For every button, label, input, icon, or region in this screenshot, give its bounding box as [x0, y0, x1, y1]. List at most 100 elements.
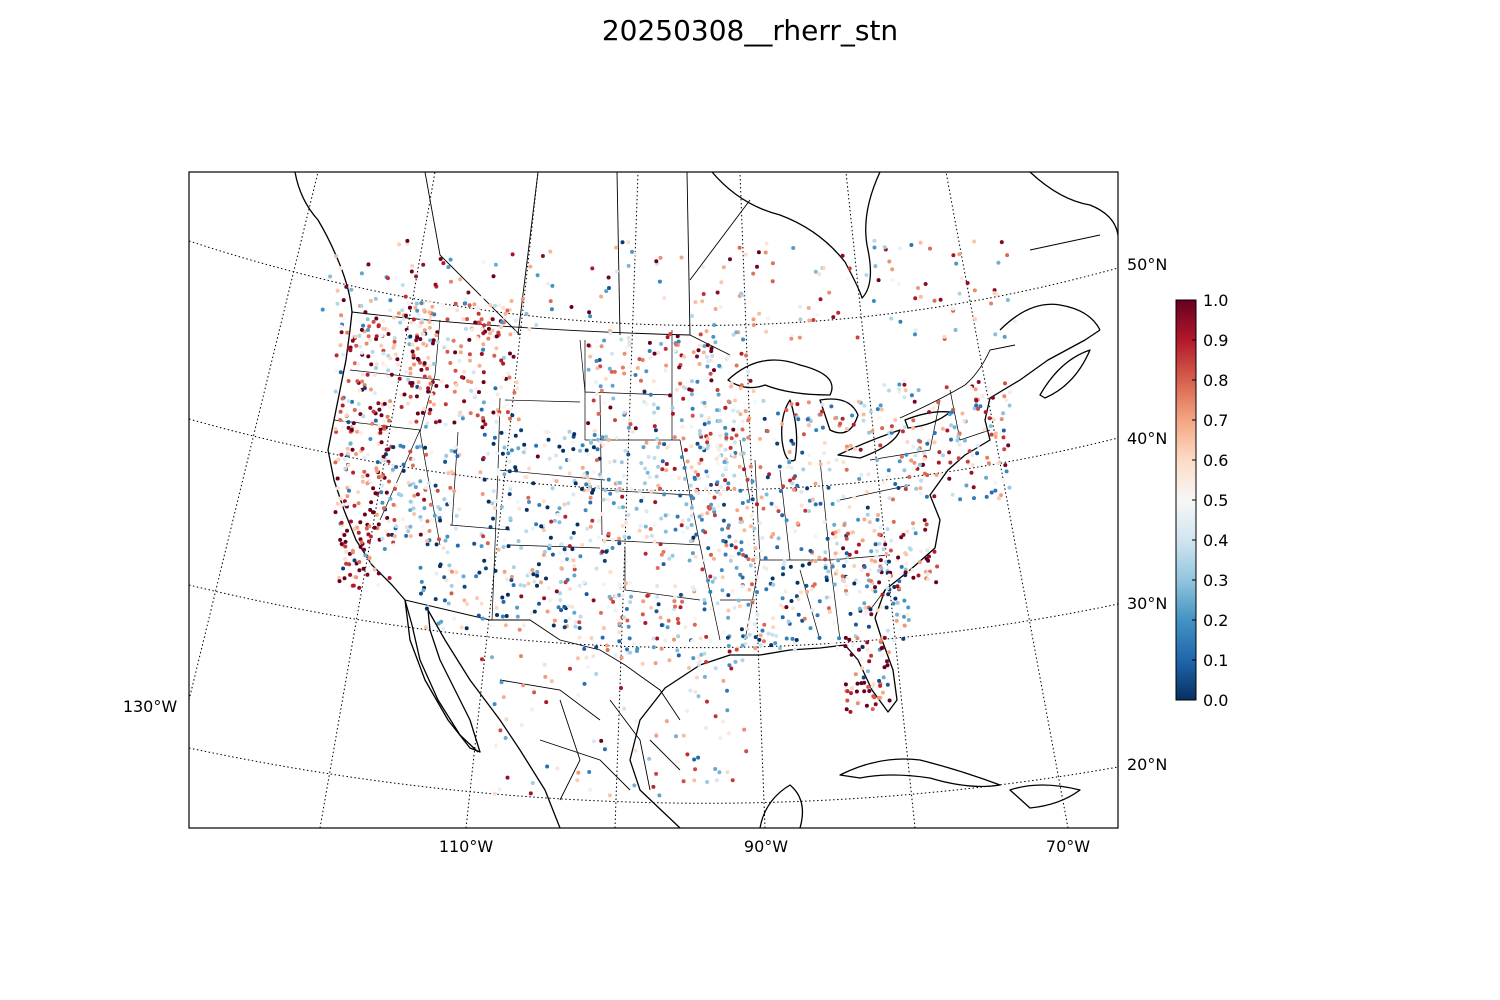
- station-point: [621, 615, 626, 620]
- station-point: [708, 589, 713, 594]
- station-point: [713, 767, 718, 771]
- station-point: [491, 410, 496, 415]
- station-point: [735, 508, 740, 513]
- station-point: [886, 468, 891, 473]
- station-point: [458, 350, 463, 355]
- station-point: [585, 474, 590, 479]
- station-point: [490, 655, 494, 660]
- station-point: [712, 509, 717, 514]
- station-point: [716, 548, 721, 553]
- station-point: [523, 447, 528, 452]
- station-point: [558, 591, 563, 596]
- station-point: [343, 544, 348, 549]
- colorbar-tick-label: 0.4: [1203, 531, 1228, 550]
- station-point: [613, 608, 618, 613]
- station-point: [869, 653, 874, 658]
- station-point: [373, 418, 378, 423]
- station-point: [670, 553, 675, 558]
- station-point: [524, 475, 529, 480]
- station-point: [818, 297, 823, 302]
- station-point: [344, 284, 349, 289]
- station-point: [794, 638, 799, 642]
- station-point: [690, 314, 694, 318]
- station-point: [580, 542, 585, 547]
- station-point: [610, 537, 615, 542]
- station-point: [335, 476, 340, 481]
- station-point: [687, 387, 692, 392]
- station-point: [733, 398, 737, 403]
- station-point: [781, 484, 786, 489]
- station-point: [490, 501, 495, 506]
- station-point: [895, 600, 900, 605]
- station-point: [708, 638, 713, 643]
- station-point: [1005, 298, 1010, 302]
- station-point: [841, 579, 846, 584]
- station-point: [371, 486, 376, 491]
- station-point: [363, 553, 368, 558]
- station-point: [755, 502, 759, 507]
- station-point: [799, 547, 804, 552]
- station-point: [391, 502, 396, 507]
- station-point: [967, 449, 972, 454]
- station-point: [869, 612, 874, 617]
- station-point: [886, 650, 891, 655]
- station-point: [599, 294, 604, 299]
- station-point: [747, 632, 752, 637]
- station-point: [723, 478, 728, 483]
- station-point: [587, 770, 592, 774]
- station-point: [615, 269, 619, 274]
- station-point: [391, 445, 396, 450]
- station-point: [913, 328, 918, 333]
- station-point: [622, 371, 627, 376]
- station-point: [903, 388, 908, 393]
- station-point: [984, 475, 989, 480]
- station-point: [644, 440, 649, 445]
- station-point: [740, 658, 745, 663]
- station-point: [454, 513, 459, 518]
- station-point: [651, 784, 656, 789]
- station-point: [727, 534, 732, 539]
- station-point: [505, 410, 510, 415]
- station-point: [359, 540, 364, 545]
- station-point: [362, 469, 367, 474]
- station-point: [632, 783, 637, 788]
- station-point: [715, 388, 720, 392]
- station-point: [419, 518, 424, 522]
- station-point: [568, 559, 573, 564]
- station-point: [364, 526, 369, 531]
- station-point: [719, 484, 724, 489]
- station-point: [798, 317, 803, 322]
- station-point: [708, 371, 713, 376]
- station-point: [627, 419, 632, 423]
- station-point: [480, 295, 485, 299]
- station-point: [557, 444, 562, 449]
- station-point: [588, 314, 593, 319]
- station-point: [454, 383, 459, 387]
- station-point: [567, 429, 572, 434]
- station-point: [888, 548, 893, 553]
- station-point: [379, 474, 384, 479]
- station-point: [865, 647, 870, 652]
- station-point: [931, 406, 936, 411]
- station-point: [429, 450, 434, 455]
- station-point: [859, 568, 864, 572]
- station-point: [414, 274, 419, 279]
- station-point: [982, 427, 987, 432]
- station-point: [367, 556, 372, 561]
- station-point: [729, 436, 734, 441]
- station-point: [865, 572, 870, 577]
- station-point: [445, 534, 450, 539]
- station-point: [902, 614, 907, 619]
- station-point: [887, 496, 892, 501]
- station-point: [374, 362, 379, 367]
- station-point: [584, 592, 589, 597]
- station-point: [819, 409, 824, 414]
- station-point: [737, 464, 742, 469]
- station-point: [527, 500, 531, 504]
- station-point: [480, 425, 485, 430]
- station-point: [807, 509, 811, 514]
- station-point: [482, 323, 487, 328]
- station-point: [572, 567, 577, 572]
- station-point: [481, 456, 486, 460]
- station-point: [951, 253, 956, 258]
